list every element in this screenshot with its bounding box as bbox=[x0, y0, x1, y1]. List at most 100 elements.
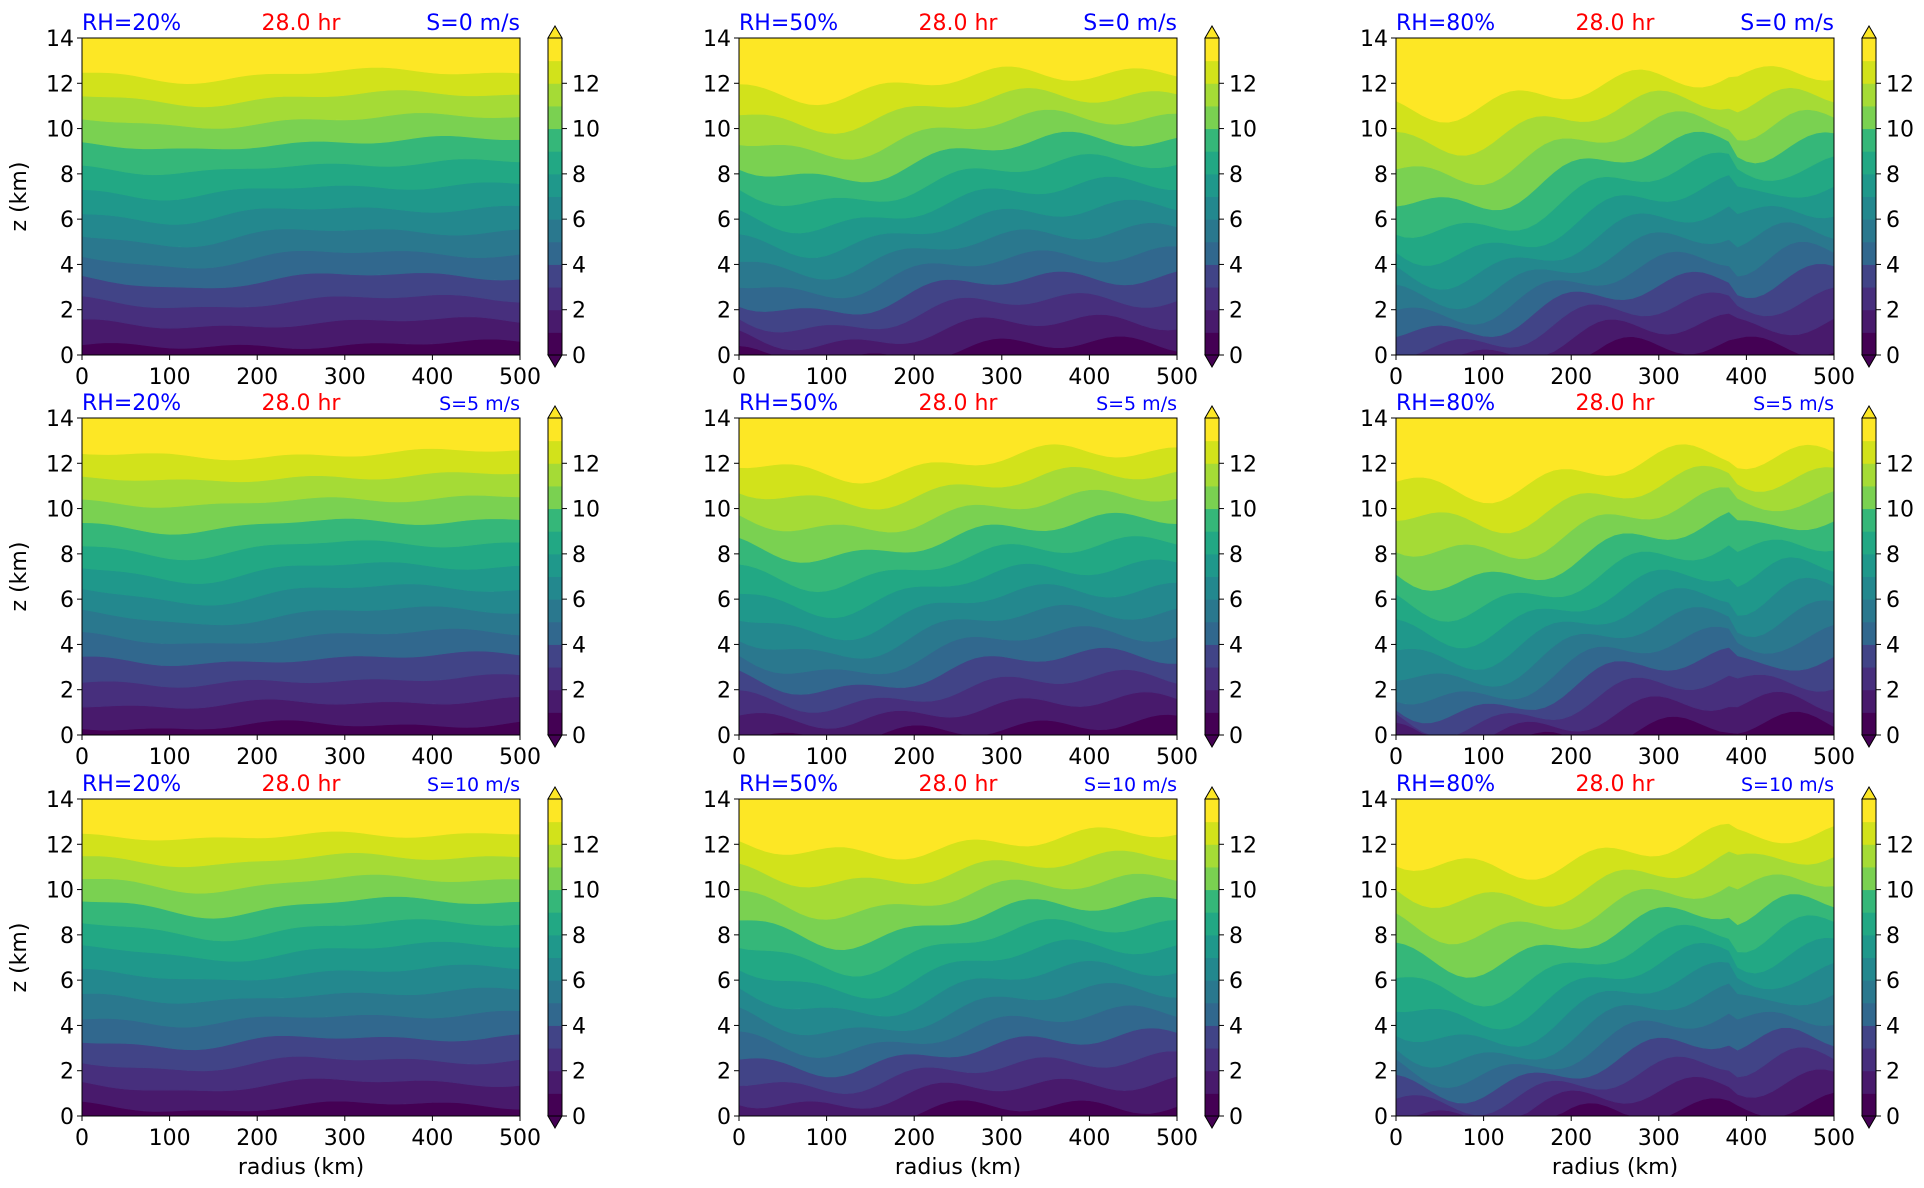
colorbar-extend-max bbox=[1204, 25, 1220, 39]
time-label: 28.0 hr bbox=[1576, 772, 1656, 797]
colorbar-swatch bbox=[1205, 621, 1219, 645]
x-tick-label: 200 bbox=[893, 745, 935, 770]
y-tick-label: 2 bbox=[1374, 1060, 1388, 1085]
x-tick-label: 200 bbox=[1550, 365, 1592, 390]
colorbar-frame bbox=[1861, 37, 1877, 356]
colorbar-swatch bbox=[1205, 980, 1219, 1004]
colorbar-tick-label: 10 bbox=[1886, 498, 1914, 523]
time-label: 28.0 hr bbox=[919, 11, 999, 36]
colorbar-swatch bbox=[548, 105, 562, 130]
contour-level-13 bbox=[739, 799, 1177, 860]
colorbar-swatch bbox=[1205, 1025, 1219, 1049]
y-tick-label: 14 bbox=[46, 788, 74, 813]
colorbar-swatch bbox=[1862, 1048, 1876, 1072]
axes-frame bbox=[81, 798, 521, 1117]
colorbar-swatch bbox=[1205, 844, 1219, 868]
colorbar-tick-label: 4 bbox=[1886, 1014, 1900, 1039]
x-tick-label: 100 bbox=[1463, 1126, 1505, 1151]
x-axis-label: radius (km) bbox=[1552, 1155, 1678, 1180]
x-tick-label: 400 bbox=[411, 365, 453, 390]
x-tick-label: 100 bbox=[149, 365, 191, 390]
colorbar-swatch bbox=[1862, 485, 1876, 510]
y-tick-label: 4 bbox=[60, 253, 74, 278]
x-tick-label: 0 bbox=[75, 365, 89, 390]
y-tick-label: 10 bbox=[46, 879, 74, 904]
colorbar-swatch bbox=[548, 912, 562, 936]
y-tick-label: 2 bbox=[1374, 299, 1388, 324]
x-tick-label: 100 bbox=[149, 745, 191, 770]
colorbar-tick-label: 8 bbox=[1229, 924, 1243, 949]
x-tick-label: 100 bbox=[806, 1126, 848, 1151]
x-tick-label: 300 bbox=[981, 365, 1023, 390]
colorbar-swatch bbox=[1205, 553, 1219, 577]
colorbar-swatch bbox=[1862, 60, 1876, 84]
colorbar-swatch bbox=[1862, 599, 1876, 623]
y-tick-label: 2 bbox=[1374, 679, 1388, 704]
y-tick-label: 14 bbox=[1360, 788, 1388, 813]
time-label: 28.0 hr bbox=[919, 772, 999, 797]
rh-label: RH=80% bbox=[1396, 11, 1495, 36]
y-tick-label: 0 bbox=[717, 724, 731, 749]
colorbar-swatch bbox=[1862, 241, 1876, 265]
shear-label: S=0 m/s bbox=[1740, 11, 1834, 36]
colorbar-swatch bbox=[1205, 712, 1219, 736]
contour-field bbox=[82, 38, 520, 355]
colorbar-swatch bbox=[548, 644, 562, 668]
colorbar-swatch bbox=[1862, 196, 1876, 220]
colorbar: 0 2 4 6 8 10 12 bbox=[547, 25, 600, 369]
y-tick-label: 0 bbox=[717, 344, 731, 369]
colorbar: 0 2 4 6 8 10 12 bbox=[1204, 25, 1257, 369]
y-tick-label: 4 bbox=[1374, 1014, 1388, 1039]
y-tick-label: 0 bbox=[1374, 344, 1388, 369]
colorbar-swatch bbox=[548, 712, 562, 736]
x-tick-label: 400 bbox=[1725, 745, 1767, 770]
colorbar-tick-label: 10 bbox=[572, 118, 600, 143]
colorbar-frame bbox=[547, 417, 563, 736]
colorbar-swatch bbox=[1205, 1093, 1219, 1117]
colorbar: 0 2 4 6 8 10 12 bbox=[1204, 405, 1257, 749]
x-axis-label: radius (km) bbox=[895, 1155, 1021, 1180]
colorbar-swatch bbox=[1205, 1070, 1219, 1094]
x-tick-label: 300 bbox=[981, 745, 1023, 770]
colorbar-swatch bbox=[1862, 980, 1876, 1004]
colorbar-tick-label: 10 bbox=[572, 879, 600, 904]
x-tick-label: 0 bbox=[1389, 1126, 1403, 1151]
colorbar-tick-label: 0 bbox=[1886, 724, 1900, 749]
colorbar-tick-label: 2 bbox=[1886, 1060, 1900, 1085]
colorbar-tick-label: 2 bbox=[1229, 1060, 1243, 1085]
contour-field bbox=[1396, 38, 1834, 355]
y-tick-label: 12 bbox=[703, 452, 731, 477]
colorbar-tick-label: 10 bbox=[572, 498, 600, 523]
x-tick-label: 400 bbox=[411, 745, 453, 770]
colorbar-swatch bbox=[1862, 105, 1876, 130]
y-tick-label: 4 bbox=[1374, 633, 1388, 658]
time-label: 28.0 hr bbox=[919, 391, 999, 416]
x-tick-label: 200 bbox=[236, 1126, 278, 1151]
x-tick-label: 100 bbox=[806, 365, 848, 390]
colorbar-swatch bbox=[1862, 173, 1876, 197]
colorbar-swatch bbox=[548, 264, 562, 288]
colorbar-tick-label: 12 bbox=[1886, 452, 1914, 477]
y-tick-label: 0 bbox=[1374, 724, 1388, 749]
colorbar-swatch bbox=[1862, 866, 1876, 891]
colorbar-swatch bbox=[1862, 1025, 1876, 1049]
colorbar-swatch bbox=[548, 599, 562, 623]
colorbar-swatch bbox=[1205, 508, 1219, 532]
x-tick-label: 200 bbox=[236, 365, 278, 390]
y-tick-label: 8 bbox=[1374, 924, 1388, 949]
rh-label: RH=50% bbox=[739, 391, 838, 416]
colorbar-swatch bbox=[1862, 844, 1876, 868]
rh-label: RH=50% bbox=[739, 772, 838, 797]
y-tick-label: 14 bbox=[703, 788, 731, 813]
x-tick-label: 0 bbox=[1389, 365, 1403, 390]
y-tick-label: 6 bbox=[1374, 208, 1388, 233]
colorbar-swatch bbox=[1205, 332, 1219, 356]
colorbar-swatch bbox=[548, 1093, 562, 1117]
shear-label: S=10 m/s bbox=[427, 774, 520, 796]
rh-label: RH=20% bbox=[82, 772, 181, 797]
colorbar-extend-max bbox=[1861, 786, 1877, 800]
axes-frame bbox=[1395, 798, 1835, 1117]
